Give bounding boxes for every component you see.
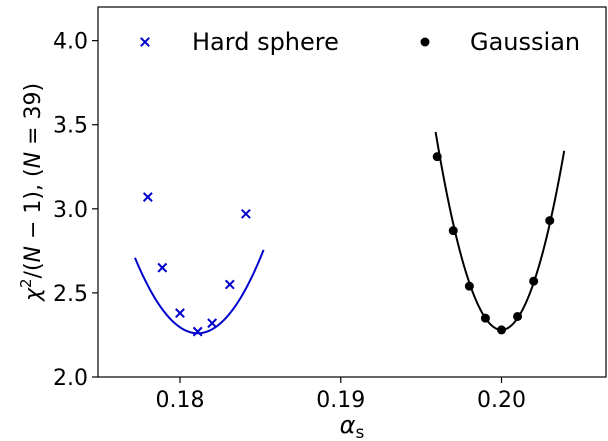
y-axis-label: χ2/(N − 1), (N = 39)	[17, 83, 46, 302]
data-point-gaussian	[513, 311, 523, 321]
data-point-gaussian	[448, 226, 458, 236]
y-tick-label: 3.0	[53, 198, 88, 223]
y-tick-label: 4.0	[53, 30, 88, 55]
legend: Hard sphere Gaussian	[140, 28, 580, 56]
data-point-hard-sphere	[240, 208, 251, 219]
data-point-hard-sphere	[175, 308, 185, 318]
y-axis-ticks: 2.0 2.5 3.0 3.5 4.0	[53, 30, 98, 391]
x-axis-ticks: 0.18 0.19 0.20	[155, 377, 526, 413]
data-point-gaussian	[545, 216, 555, 226]
x-tick-label: 0.19	[316, 388, 365, 413]
data-point-gaussian	[497, 325, 507, 335]
legend-marker-hard-sphere	[140, 37, 150, 47]
data-point-hard-sphere	[207, 318, 218, 329]
y-tick-label: 2.5	[53, 282, 88, 307]
data-point-gaussian	[529, 276, 539, 286]
y-tick-label: 2.0	[53, 366, 88, 391]
data-point-hard-sphere	[142, 192, 153, 202]
data-point-hard-sphere	[157, 262, 168, 273]
legend-marker-dot	[420, 37, 430, 47]
y-tick-label: 3.5	[53, 114, 88, 139]
legend-marker-x	[140, 37, 150, 47]
legend-label-hard-sphere: Hard sphere	[192, 28, 339, 56]
data-point-hard-sphere	[224, 279, 235, 290]
legend-marker-gaussian	[420, 37, 430, 47]
data-point-gaussian	[432, 152, 442, 162]
x-axis-label: αs	[340, 411, 365, 441]
x-tick-label: 0.18	[155, 388, 204, 413]
legend-label-gaussian: Gaussian	[470, 28, 580, 56]
x-tick-label: 0.20	[477, 388, 526, 413]
data-point-gaussian	[480, 313, 490, 323]
data-point-hard-sphere	[192, 326, 203, 337]
data-points	[142, 152, 555, 337]
data-point-gaussian	[464, 281, 474, 291]
